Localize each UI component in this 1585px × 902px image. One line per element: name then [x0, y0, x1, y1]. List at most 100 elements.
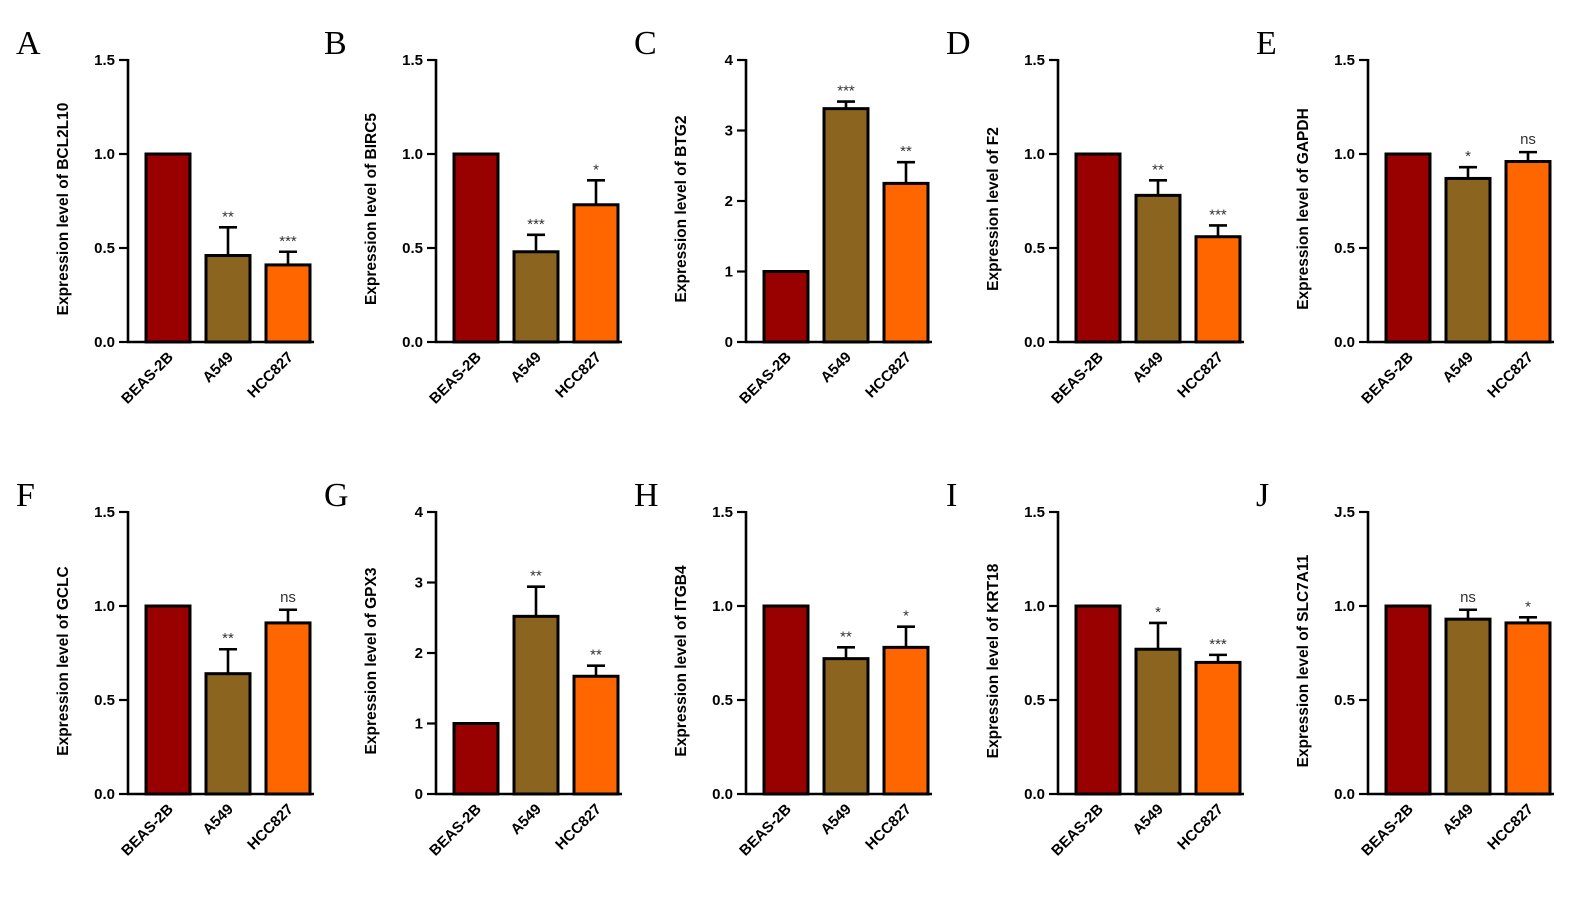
- x-tick-label-a-beas-2b: BEAS-2B: [118, 349, 177, 408]
- bar-g-a549: [512, 614, 560, 796]
- y-tick-label-g-4: 4: [415, 504, 424, 521]
- bar-j-a549: [1444, 617, 1492, 796]
- panel-letter-f: F: [16, 477, 35, 514]
- y-tick-label-e-2: 1.0: [1334, 146, 1355, 163]
- y-tick-label-e-3: 1.5: [1334, 52, 1355, 69]
- bar-b-beas-2b: [452, 152, 500, 344]
- significance-label-h-a549: **: [840, 628, 852, 645]
- y-tick-label-i-1: 0.5: [1024, 692, 1045, 709]
- y-tick-label-a-1: 0.5: [94, 240, 115, 257]
- bar-h-hcc827: [882, 645, 930, 796]
- significance-label-f-a549: **: [222, 630, 234, 647]
- y-tick-label-h-1: 0.5: [712, 692, 733, 709]
- y-tick-label-e-1: 0.5: [1334, 240, 1355, 257]
- y-tick-label-b-3: 1.5: [402, 52, 423, 69]
- y-axis-label-a: Expression level of BCL2L10: [55, 103, 72, 316]
- bar-i-beas-2b: [1074, 604, 1122, 796]
- y-axis-label-i: Expression level of KRT18: [985, 563, 1002, 758]
- y-tick-label-c-1: 1: [725, 264, 733, 281]
- bar-a-hcc827: [264, 263, 312, 344]
- x-tick-label-c-a549: A549: [817, 349, 854, 386]
- bar-e-a549: [1444, 176, 1492, 344]
- significance-label-i-a549: *: [1155, 604, 1161, 621]
- y-tick-label-e-0: 0.0: [1334, 334, 1355, 351]
- y-tick-label-g-2: 2: [415, 645, 423, 662]
- bar-f-a549: [204, 672, 252, 796]
- y-tick-label-f-2: 1.0: [94, 598, 115, 615]
- y-axis-label-c: Expression level of BTG2: [673, 116, 690, 303]
- bar-h-beas-2b: [762, 604, 810, 796]
- bar-j-beas-2b: [1384, 604, 1432, 796]
- x-tick-label-a-hcc827: HCC827: [244, 349, 297, 402]
- y-tick-label-i-0: 0.0: [1024, 786, 1045, 803]
- y-tick-label-c-3: 3: [725, 123, 733, 140]
- y-tick-label-j-1: 0.5: [1334, 692, 1355, 709]
- x-tick-label-f-hcc827: HCC827: [244, 801, 297, 854]
- y-axis-label-g: Expression level of GPX3: [363, 567, 380, 754]
- y-axis-label-h: Expression level of ITGB4: [673, 565, 690, 757]
- x-tick-label-e-hcc827: HCC827: [1484, 349, 1537, 402]
- panel-letter-a: A: [16, 25, 41, 62]
- y-tick-label-d-2: 1.0: [1024, 146, 1045, 163]
- significance-label-i-hcc827: ***: [1209, 636, 1227, 653]
- significance-label-g-a549: **: [530, 568, 542, 585]
- y-axis-label-j: Expression level of SLC7A11: [1295, 554, 1312, 767]
- bar-d-a549: [1134, 193, 1182, 344]
- significance-label-g-hcc827: **: [590, 647, 602, 664]
- bar-c-hcc827: [882, 181, 930, 344]
- x-tick-label-i-hcc827: HCC827: [1174, 801, 1227, 854]
- y-tick-label-h-3: 1.5: [712, 504, 733, 521]
- y-tick-label-a-3: 1.5: [94, 52, 115, 69]
- chart-panel-f: F Expression level of GCLC 0.0 0.5 1.0 1.5 BEA…: [16, 477, 314, 859]
- significance-label-a-hcc827: ***: [279, 233, 297, 250]
- chart-panel-j: J Expression level of SLC7A11 0.0 0.5 1.0 J.5…: [1256, 477, 1554, 859]
- x-tick-label-i-beas-2b: BEAS-2B: [1048, 801, 1107, 860]
- y-tick-label-d-1: 0.5: [1024, 240, 1045, 257]
- panel-letter-c: C: [634, 25, 657, 62]
- x-tick-label-h-hcc827: HCC827: [862, 801, 915, 854]
- x-tick-label-d-hcc827: HCC827: [1174, 349, 1227, 402]
- y-tick-label-i-3: 1.5: [1024, 504, 1045, 521]
- significance-label-b-hcc827: *: [593, 161, 599, 178]
- x-tick-label-g-hcc827: HCC827: [552, 801, 605, 854]
- x-tick-label-j-hcc827: HCC827: [1484, 801, 1537, 854]
- y-tick-label-j-2: 1.0: [1334, 598, 1355, 615]
- panel-letter-d: D: [946, 25, 971, 62]
- y-tick-label-c-4: 4: [725, 52, 734, 69]
- bar-d-hcc827: [1194, 235, 1242, 344]
- y-tick-label-j-0: 0.0: [1334, 786, 1355, 803]
- x-tick-label-d-beas-2b: BEAS-2B: [1048, 349, 1107, 408]
- x-tick-label-g-a549: A549: [507, 801, 544, 838]
- bar-b-hcc827: [572, 203, 620, 344]
- x-tick-label-b-a549: A549: [507, 349, 544, 386]
- bar-c-beas-2b: [762, 270, 810, 344]
- y-tick-label-g-3: 3: [415, 575, 423, 592]
- x-tick-label-b-hcc827: HCC827: [552, 349, 605, 402]
- significance-label-j-hcc827: *: [1525, 598, 1531, 615]
- bar-c-a549: [822, 107, 870, 344]
- significance-label-b-a549: ***: [527, 216, 545, 233]
- x-tick-label-a-a549: A549: [199, 349, 236, 386]
- y-tick-label-g-1: 1: [415, 716, 423, 733]
- bar-h-a549: [822, 657, 870, 796]
- y-tick-label-b-0: 0.0: [402, 334, 423, 351]
- x-tick-label-i-a549: A549: [1129, 801, 1166, 838]
- x-tick-label-j-beas-2b: BEAS-2B: [1358, 801, 1417, 860]
- bar-j-hcc827: [1504, 621, 1552, 796]
- y-tick-label-b-2: 1.0: [402, 146, 423, 163]
- y-tick-label-f-3: 1.5: [94, 504, 115, 521]
- x-tick-label-e-a549: A549: [1439, 349, 1476, 386]
- panel-letter-b: B: [324, 25, 347, 62]
- x-tick-label-j-a549: A549: [1439, 801, 1476, 838]
- y-tick-label-i-2: 1.0: [1024, 598, 1045, 615]
- significance-label-e-hcc827: ns: [1520, 131, 1536, 148]
- bar-f-hcc827: [264, 621, 312, 796]
- y-tick-label-a-2: 1.0: [94, 146, 115, 163]
- y-axis-label-f: Expression level of GCLC: [55, 566, 72, 756]
- significance-label-c-hcc827: **: [900, 143, 912, 160]
- bar-i-hcc827: [1194, 660, 1242, 796]
- x-tick-label-g-beas-2b: BEAS-2B: [426, 801, 485, 860]
